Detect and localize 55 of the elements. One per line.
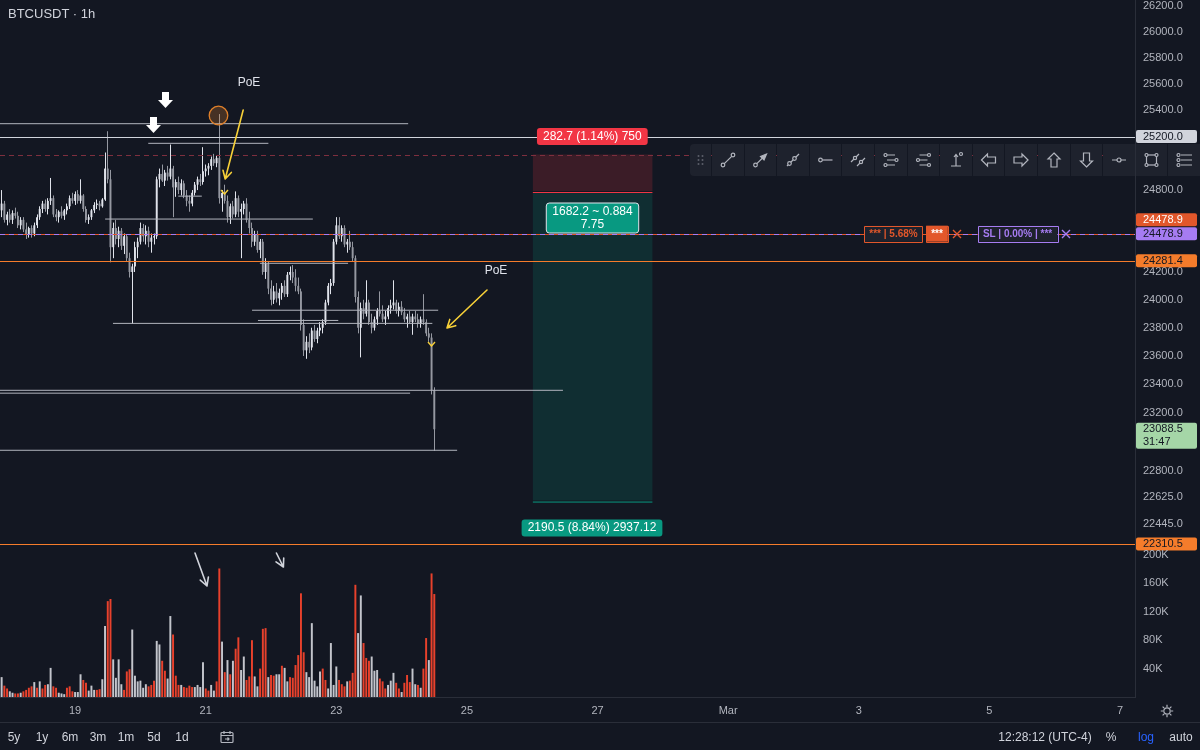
text: 1y [34,729,50,745]
y-tick-label: 25600.0 [1143,76,1183,89]
y-tick-label: 23200.0 [1143,406,1183,419]
ref-line-label: 22310.5 [1143,536,1183,549]
text: 6m [60,729,80,745]
ref-line-label: 24281.4 [1143,253,1183,266]
x-tick-label: 27 [591,703,604,716]
text: auto [1169,729,1193,745]
x-tick-label: 5 [986,703,993,716]
text: BTCUSDT · 1h [8,5,96,21]
y-tick-label: 40K [1143,661,1164,674]
x-tick-label: 23 [330,703,343,716]
x-tick-label: 7 [1116,703,1124,716]
annotation: 1682.2 ~ 0.884 7.75 [552,203,634,231]
text: log [1137,729,1155,745]
y-tick-label: 23600.0 [1143,349,1183,361]
y-tick-label: 24000.0 [1143,292,1183,305]
text: 23088.5 31:47 [1143,422,1183,448]
annotation: *** | 5.68% [869,227,918,239]
x-tick-label: 25 [460,703,474,716]
y-tick-label: 80K [1143,633,1164,646]
y-tick-label: 23400.0 [1143,377,1183,390]
text: 1d [174,729,190,745]
y-tick-label: 26200.0 [1143,0,1183,12]
ref-line-label: 24478.9 [1143,212,1183,225]
y-tick-label: 24200.0 [1143,265,1183,278]
annotation: PoE [237,75,261,90]
text: % [1105,729,1117,745]
y-tick-label: 25800.0 [1143,50,1183,63]
y-tick-label: 24800.0 [1143,183,1183,196]
y-tick-label: 200K [1143,548,1170,560]
y-tick-label: 25400.0 [1143,103,1183,116]
x-tick-label: 21 [199,703,212,716]
x-tick-label: 19 [68,703,82,716]
ref-line-label: 24478.9 [1143,226,1183,239]
annotation: *** [931,227,943,239]
y-tick-label: 22800.0 [1143,464,1183,477]
y-tick-label: 26000.0 [1143,25,1183,38]
annotation: PoE [484,263,508,278]
text: 5y [6,729,22,745]
y-tick-label: 22625.0 [1143,490,1183,503]
text: 1m [116,729,136,745]
x-tick-label: Mar [718,703,738,716]
text: 5d [146,729,162,745]
y-tick-label: 120K [1143,604,1170,617]
annotation: 282.7 (1.14%) 750 [542,128,643,143]
annotation: 2190.5 (8.84%) 2937.12 [527,520,657,535]
y-tick-label: 160K [1143,576,1170,589]
text: 12:28:12 (UTC-4) [998,729,1092,745]
annotation: SL | 0.00% | *** [982,227,1053,239]
y-tick-label: 22445.0 [1143,516,1183,529]
y-tick-label: 23800.0 [1143,320,1183,333]
text: 3m [88,729,108,745]
x-tick-label: 3 [855,703,862,716]
ref-line-label: 25200.0 [1143,129,1183,142]
